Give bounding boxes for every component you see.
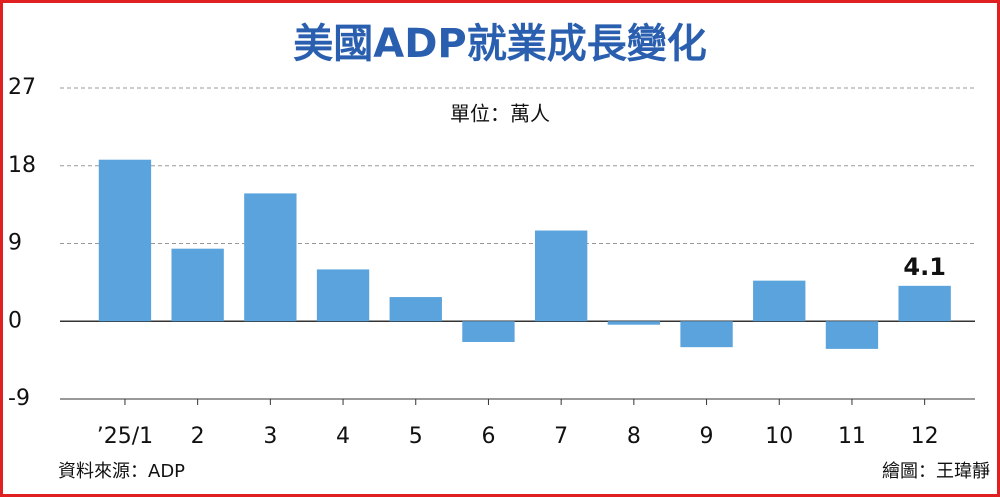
y-tick-label: 18 xyxy=(8,153,36,178)
bar xyxy=(389,297,442,322)
x-tick-label: 10 xyxy=(765,424,793,449)
x-tick-label: 4 xyxy=(336,424,350,449)
x-tick-label: 2 xyxy=(191,424,205,449)
y-tick-label: -9 xyxy=(8,386,30,411)
y-tick-label: 9 xyxy=(8,231,22,256)
x-tick-label: 9 xyxy=(700,424,714,449)
x-tick-label: 7 xyxy=(554,424,568,449)
bar xyxy=(98,159,152,322)
bar xyxy=(898,285,951,322)
x-tick-label: ’25/1 xyxy=(97,424,153,449)
bar xyxy=(171,248,224,322)
y-tick-label: 27 xyxy=(8,75,36,100)
x-tick-label: 12 xyxy=(911,424,939,449)
x-tick-label: 8 xyxy=(627,424,641,449)
bar xyxy=(316,269,370,322)
chart-title: 美國ADP就業成長變化 xyxy=(293,21,706,67)
x-tick-label: 3 xyxy=(263,424,277,449)
bar xyxy=(753,280,806,322)
x-tick-label: 6 xyxy=(481,424,495,449)
credit-note: 繪圖：王瑋靜 xyxy=(882,461,990,482)
bar xyxy=(462,321,515,342)
bar xyxy=(825,321,879,349)
bar xyxy=(607,321,661,325)
unit-label: 單位：萬人 xyxy=(450,102,550,126)
x-tick-label: 5 xyxy=(409,424,423,449)
y-tick-label: 0 xyxy=(8,308,22,333)
source-note: 資料來源：ADP xyxy=(58,461,185,482)
value-label: 4.1 xyxy=(903,253,946,281)
x-tick-label: 11 xyxy=(838,424,866,449)
bar xyxy=(244,193,297,322)
bar xyxy=(680,321,733,348)
bar xyxy=(534,230,588,322)
